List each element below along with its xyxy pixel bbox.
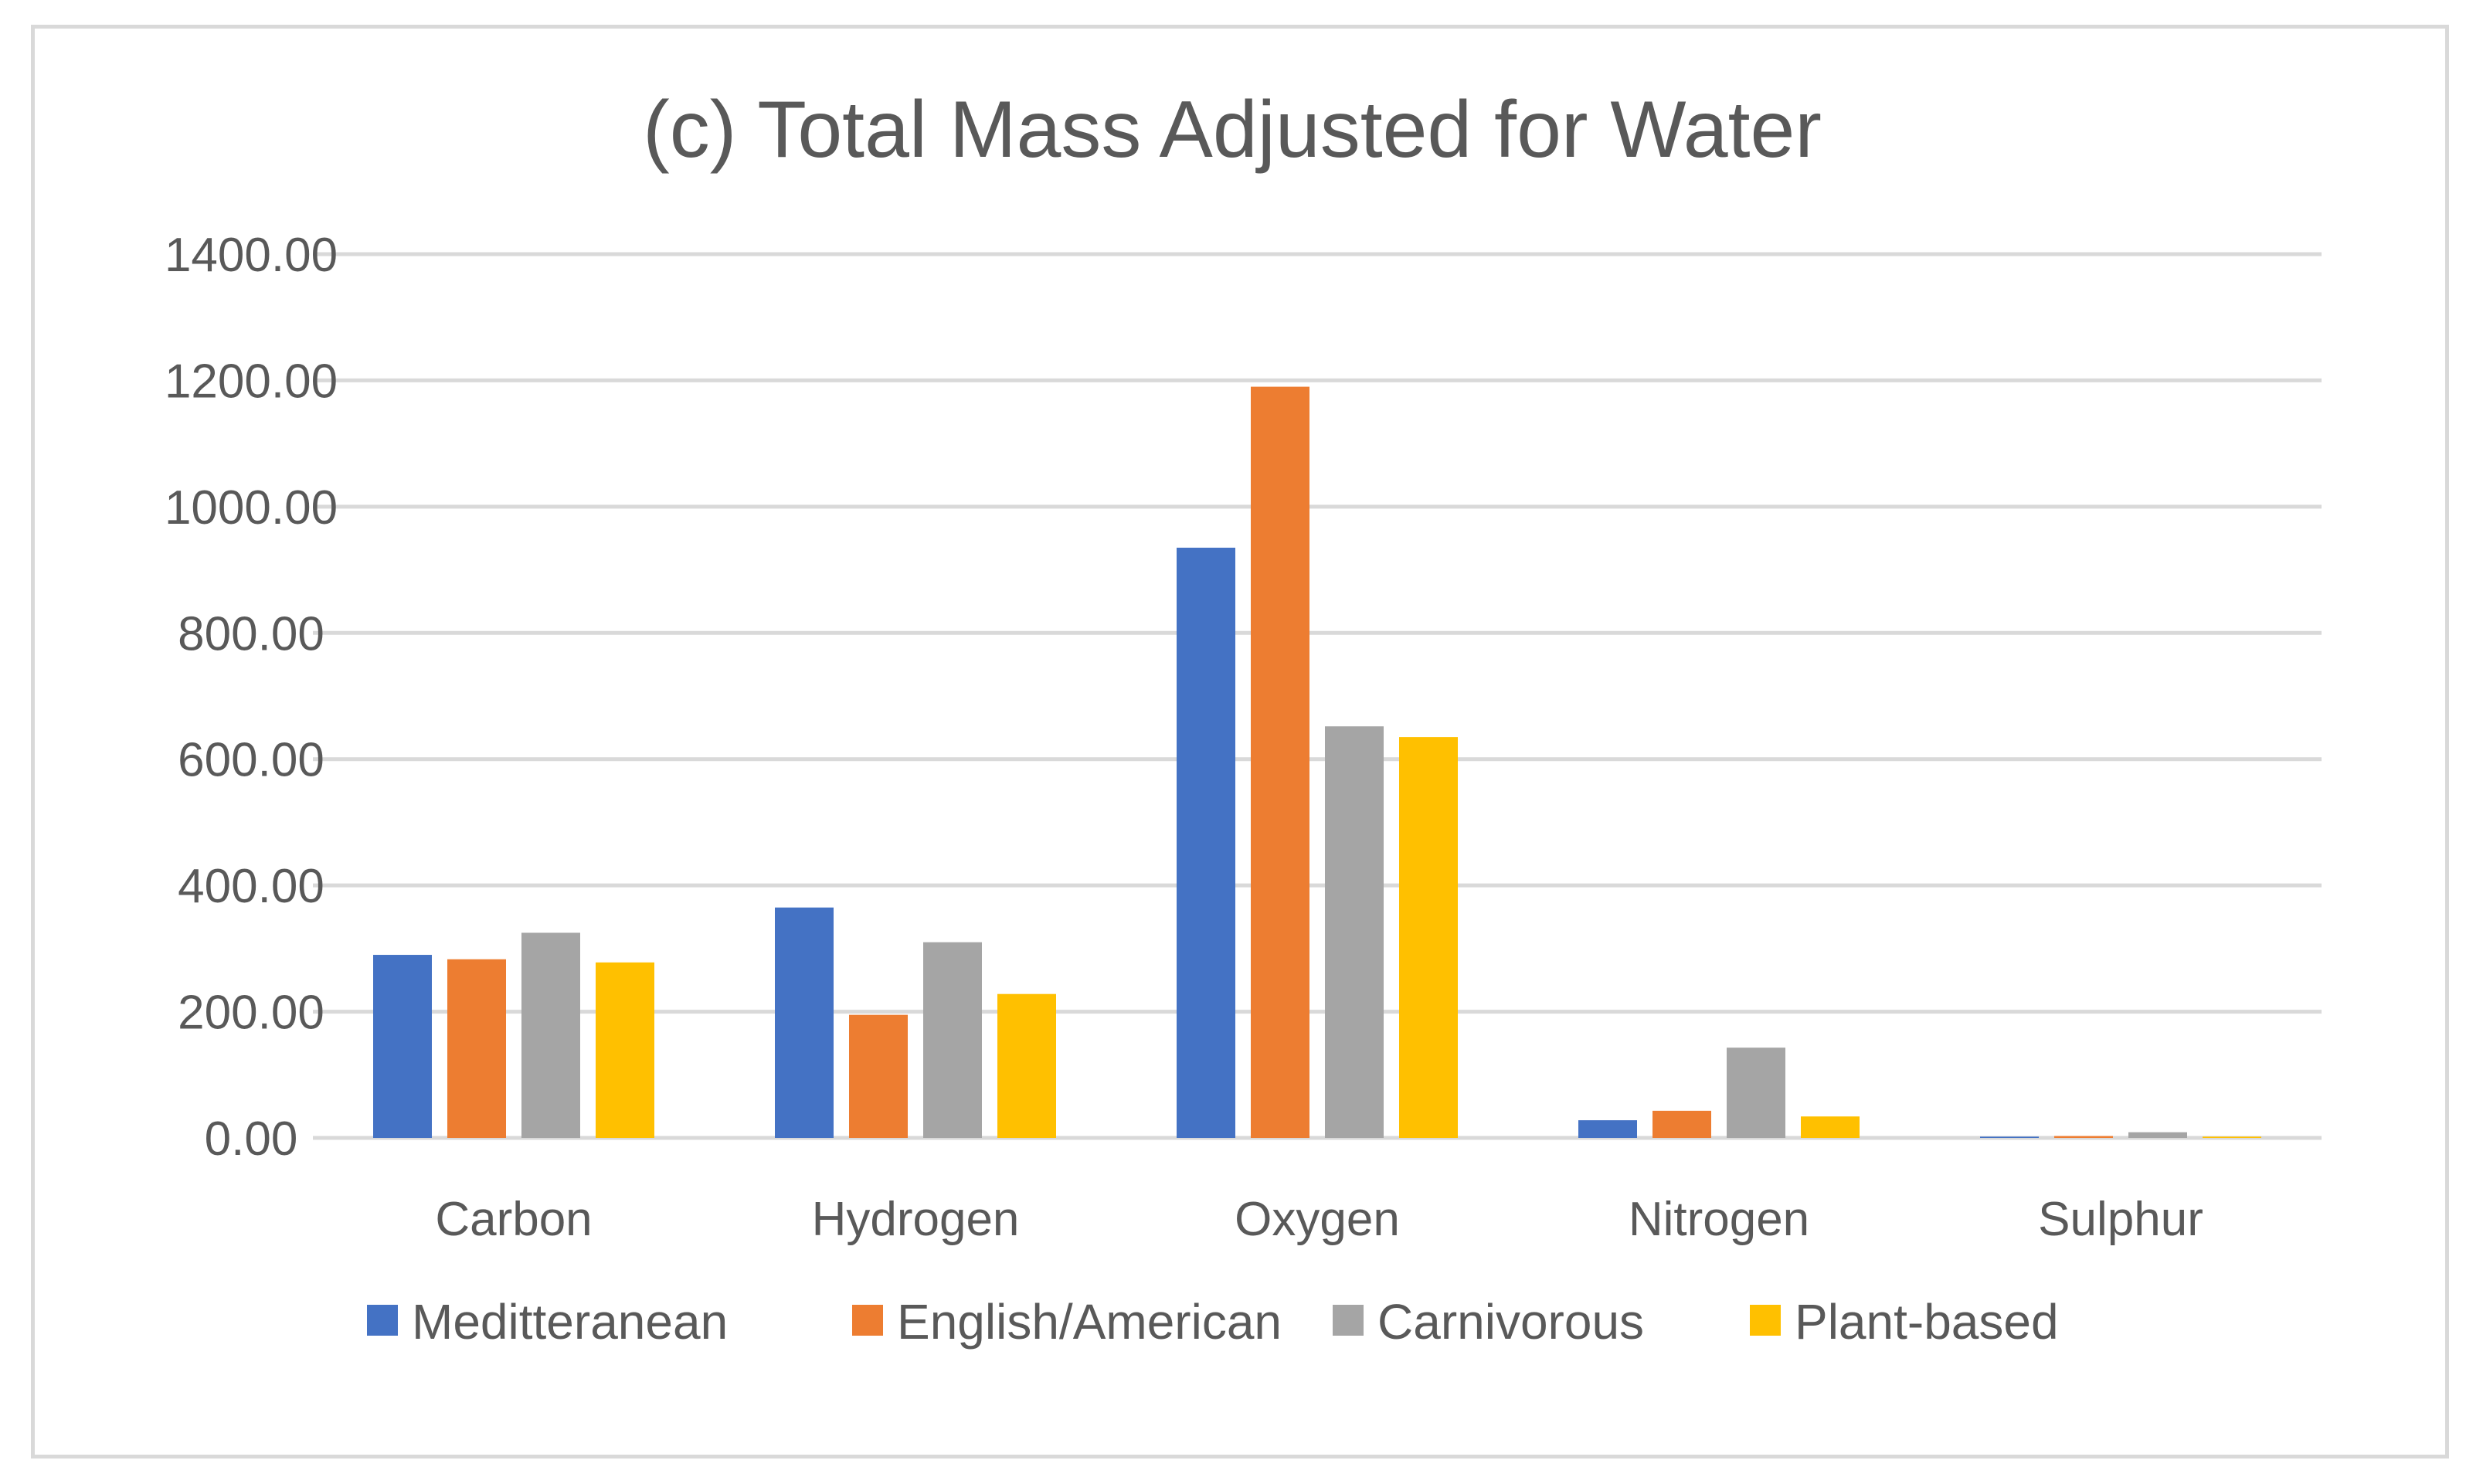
x-category-label: Sulphur: [2038, 1193, 2203, 1246]
bar-carbon-carnivorous: [521, 932, 580, 1138]
legend-swatch: [1333, 1305, 1364, 1336]
legend-label: Carnivorous: [1377, 1294, 1644, 1350]
bar-carbon-english-american: [447, 959, 506, 1138]
bar-sulphur-plant-based: [2203, 1136, 2261, 1138]
legend-swatch: [852, 1305, 883, 1336]
legend-item-carnivorous: Carnivorous: [1333, 1294, 1644, 1350]
chart-frame: (c) Total Mass Adjusted for Water 0.00 20…: [31, 25, 2449, 1459]
y-tick-label: 1200.00: [165, 355, 338, 408]
y-tick-label: 800.00: [178, 607, 324, 660]
bar-carbon-plant-based: [596, 962, 654, 1138]
bar-sulphur-carnivorous: [2128, 1132, 2187, 1138]
bar-sulphur-english-american: [2054, 1136, 2113, 1138]
bar-sulphur-meditteranean: [1980, 1136, 2039, 1138]
bar-oxygen-english-american: [1251, 386, 1309, 1139]
x-category-label: Hydrogen: [812, 1193, 1020, 1246]
x-category-label: Carbon: [435, 1193, 592, 1246]
bar-nitrogen-plant-based: [1801, 1116, 1860, 1138]
legend-label: Plant-based: [1795, 1294, 2059, 1350]
bar-hydrogen-plant-based: [997, 993, 1056, 1138]
y-tick-label: 0.00: [205, 1112, 298, 1166]
x-category-label: Nitrogen: [1629, 1193, 1809, 1246]
chart-title: (c) Total Mass Adjusted for Water: [643, 85, 1822, 175]
bar-nitrogen-meditteranean: [1578, 1120, 1637, 1138]
bar-oxygen-meditteranean: [1177, 547, 1235, 1138]
bar-nitrogen-english-american: [1653, 1110, 1711, 1138]
bar-carbon-meditteranean: [373, 955, 432, 1138]
x-category-label: Oxygen: [1235, 1193, 1400, 1246]
legend: Meditteranean English/American Carnivorous…: [367, 1294, 2059, 1350]
legend-swatch: [367, 1305, 398, 1336]
legend-label: Meditteranean: [412, 1294, 728, 1350]
legend-item-meditteranean: Meditteranean: [367, 1294, 728, 1350]
y-tick-label: 1400.00: [165, 229, 338, 282]
bar-oxygen-carnivorous: [1325, 726, 1384, 1138]
x-axis-category-labels: Carbon Hydrogen Oxygen Nitrogen Sulphur: [435, 1193, 2203, 1246]
bar-hydrogen-carnivorous: [923, 942, 982, 1138]
y-tick-label: 200.00: [178, 987, 324, 1040]
legend-item-plant-based: Plant-based: [1750, 1294, 2059, 1350]
chart-svg: (c) Total Mass Adjusted for Water 0.00 20…: [165, 85, 2322, 1350]
y-tick-label: 1000.00: [165, 481, 338, 535]
bar-nitrogen-carnivorous: [1727, 1048, 1785, 1138]
legend-label: English/American: [897, 1294, 1282, 1350]
y-tick-label: 400.00: [178, 860, 324, 913]
bar-hydrogen-english-american: [849, 1014, 908, 1138]
bar-oxygen-plant-based: [1399, 737, 1458, 1138]
y-tick-label: 600.00: [178, 734, 324, 787]
y-axis-tick-labels: 0.00 200.00 400.00 600.00 800.00 1000.00 1200.…: [165, 229, 338, 1166]
legend-item-english-american: English/American: [852, 1294, 1282, 1350]
bars: [373, 386, 2261, 1139]
legend-swatch: [1750, 1305, 1781, 1336]
bar-hydrogen-meditteranean: [775, 907, 834, 1138]
